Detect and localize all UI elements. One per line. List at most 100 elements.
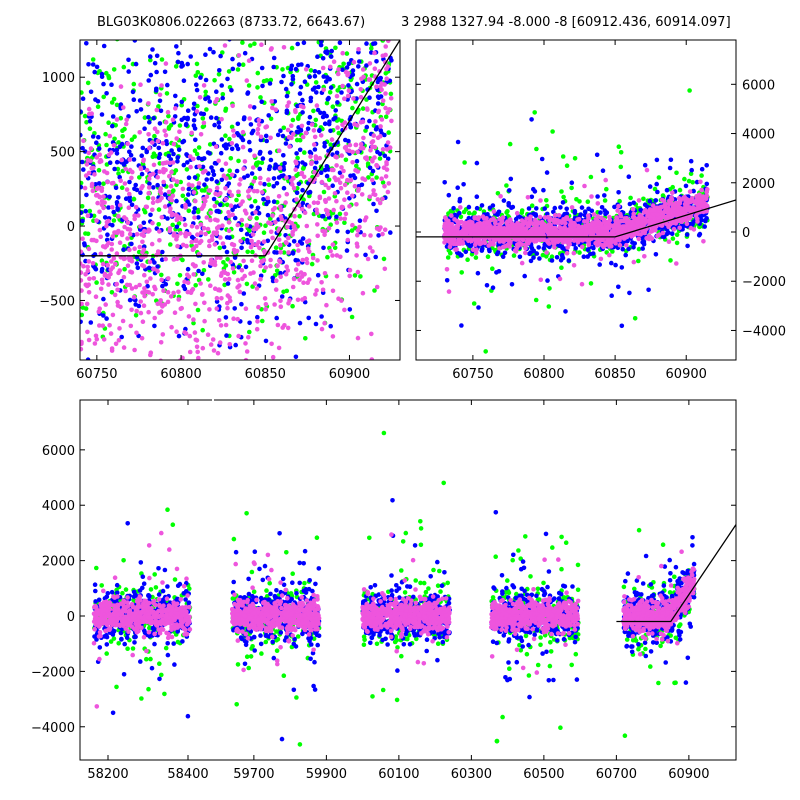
tl-magenta-point: [86, 259, 92, 264]
tl-magenta-point: [102, 200, 107, 205]
tl-magenta-point: [241, 258, 246, 264]
tl-magenta-point: [109, 346, 115, 351]
tr-blue-point: [699, 166, 705, 172]
tl-green-point: [116, 171, 121, 176]
tl-blue-point: [300, 187, 305, 193]
tl-blue-point: [114, 200, 120, 205]
tl-green-point: [217, 245, 223, 251]
tl-blue-point: [271, 64, 277, 70]
tr-green-point: [550, 129, 555, 134]
tl-blue-point: [101, 313, 106, 318]
tl-magenta-point: [202, 300, 207, 306]
tl-magenta-point: [176, 289, 181, 295]
tl-magenta-point: [210, 337, 216, 342]
tl-magenta-point: [339, 153, 345, 158]
tl-magenta-point: [300, 297, 305, 302]
tl-magenta-point: [179, 216, 184, 222]
tl-magenta-point: [285, 235, 291, 241]
tl-magenta-point: [161, 288, 166, 294]
tl-magenta-point: [177, 129, 182, 134]
tl-blue-point: [235, 121, 241, 127]
tl-blue-point: [318, 40, 324, 44]
tl-magenta-point: [160, 140, 166, 146]
tl-magenta-point: [157, 92, 163, 98]
tl-magenta-point: [363, 21, 368, 26]
tl-blue-point: [274, 315, 280, 321]
tl-magenta-point: [276, 345, 282, 351]
tl-green-point: [379, 24, 384, 29]
tl-magenta-point: [175, 213, 180, 219]
tl-magenta-point: [336, 67, 341, 72]
tr-blue-point: [455, 185, 461, 190]
tl-magenta-point: [361, 30, 366, 35]
tl-magenta-point: [127, 167, 133, 173]
tl-blue-point: [328, 85, 334, 90]
tl-magenta-point: [138, 165, 143, 171]
tl-magenta-point: [301, 280, 306, 286]
tl-magenta-point: [98, 234, 103, 240]
tl-blue-point: [230, 66, 236, 72]
tl-magenta-point: [196, 181, 202, 186]
tl-blue-point: [94, 140, 99, 145]
tl-magenta-point: [137, 282, 142, 288]
tl-magenta-point: [122, 224, 127, 230]
tl-green-point: [192, 148, 198, 153]
tr-magenta-point: [528, 214, 533, 220]
tl-blue-point: [127, 297, 133, 303]
tl-magenta-point: [114, 251, 120, 256]
tl-blue-point: [191, 123, 197, 128]
tl-magenta-point: [183, 231, 188, 237]
tr-green-point: [588, 281, 594, 286]
tr-blue-point: [688, 158, 694, 164]
tl-magenta-point: [109, 247, 114, 252]
tl-green-point: [315, 6, 320, 11]
tr-green-point: [547, 286, 552, 291]
tr-green-point: [445, 255, 451, 260]
tl-magenta-point: [202, 363, 207, 368]
tl-magenta-point: [259, 388, 264, 393]
tl-magenta-point: [372, 50, 377, 56]
tl-magenta-point: [275, 322, 281, 328]
tl-blue-point: [354, 81, 360, 87]
tl-magenta-point: [150, 196, 156, 201]
tl-magenta-point: [306, 373, 311, 378]
tl-magenta-point: [268, 221, 274, 227]
tr-blue-point: [591, 251, 596, 256]
tl-blue-point: [160, 249, 165, 255]
tl-magenta-point: [302, 392, 307, 397]
tr-blue-point: [534, 206, 539, 211]
tl-blue-point: [328, 54, 334, 59]
tl-blue-point: [88, 320, 94, 325]
tl-magenta-point: [109, 362, 114, 367]
tr-blue-point: [653, 198, 659, 203]
tl-magenta-point: [137, 381, 142, 386]
tl-blue-point: [347, 307, 353, 312]
tl-magenta-point: [171, 290, 176, 296]
tl-blue-point: [333, 115, 338, 121]
tl-blue-point: [192, 206, 198, 211]
tl-magenta-point: [218, 323, 224, 328]
tl-magenta-point: [115, 230, 120, 235]
tl-magenta-point: [331, 207, 337, 213]
tr-blue-point: [642, 202, 648, 207]
tr-green-point: [585, 199, 591, 204]
tl-blue-point: [148, 54, 153, 59]
tl-blue-point: [129, 144, 134, 149]
tl-blue-point: [106, 205, 111, 210]
tl-magenta-point: [121, 274, 127, 280]
tr-blue-point: [646, 287, 651, 293]
tl-magenta-point: [140, 183, 145, 189]
tl-magenta-point: [162, 160, 168, 166]
tl-magenta-point: [314, 210, 320, 216]
tr-magenta-point: [571, 250, 577, 256]
tl-green-point: [335, 88, 341, 93]
tl-blue-point: [284, 93, 290, 99]
tl-green-point: [193, 3, 198, 8]
tl-magenta-point: [227, 298, 233, 304]
tl-blue-point: [141, 220, 147, 226]
tl-green-point: [173, 64, 179, 69]
tl-magenta-point: [384, 76, 390, 81]
tl-magenta-point: [351, 96, 356, 101]
tl-magenta-point: [81, 393, 86, 398]
tl-magenta-point: [318, 133, 324, 138]
